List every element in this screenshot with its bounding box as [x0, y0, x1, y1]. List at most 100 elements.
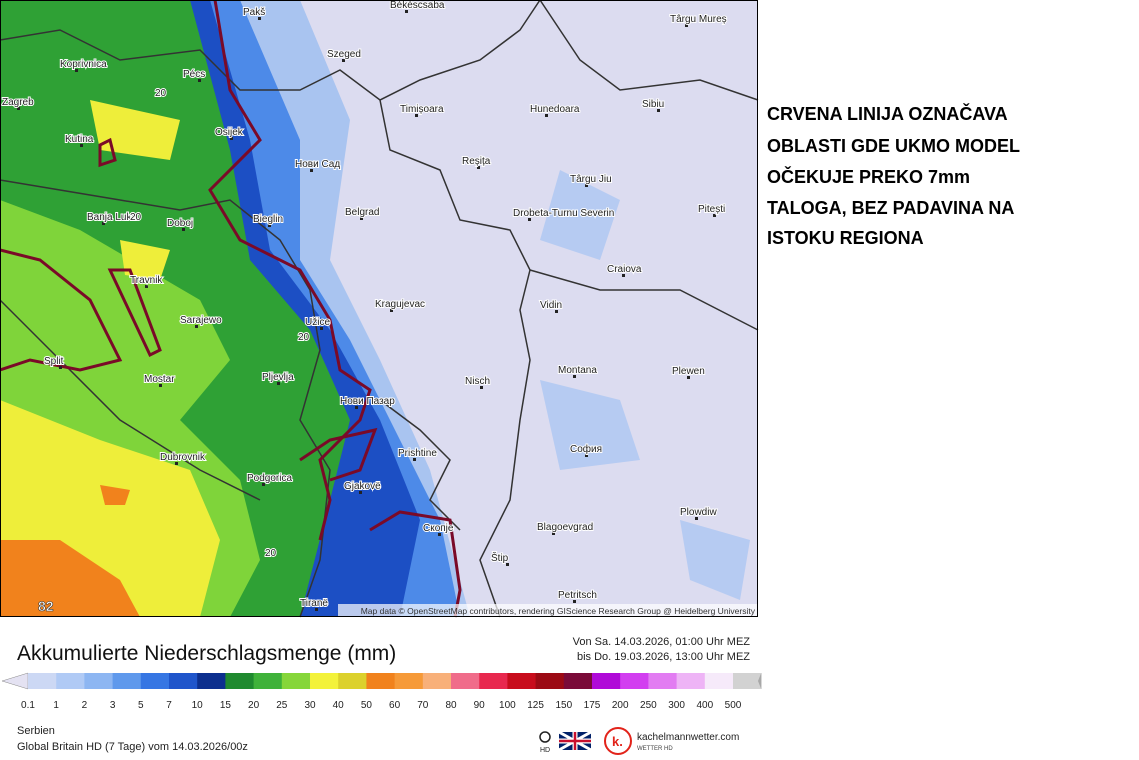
legend-swatch: [169, 673, 198, 689]
logo[interactable]: [604, 727, 632, 755]
city-label: Podgorica: [247, 473, 292, 484]
city-dot: [198, 79, 201, 82]
city-dot: [506, 563, 509, 566]
legend-label: 2: [82, 700, 88, 711]
legend-swatch: [28, 673, 57, 689]
city-dot: [585, 454, 588, 457]
city-label: Montana: [558, 365, 597, 376]
city-label: Travnik: [130, 275, 163, 286]
city-label: Sarajewo: [180, 315, 222, 326]
city-label: Banja Luka: [87, 212, 137, 223]
city-dot: [545, 114, 548, 117]
legend-swatch: [563, 673, 593, 689]
city-label: Doboj: [167, 218, 193, 229]
city-label: Pécs: [183, 69, 205, 80]
city-label: Mostar: [144, 374, 175, 385]
legend: 0.1 1 2 3 5 7 10 15 20 25 30 40 50 60 70 80 90 100 125 150 1…: [1, 672, 762, 711]
city-dot: [415, 114, 418, 117]
legend-label: 5: [138, 700, 144, 711]
model: Global Britain HD (7 Tage) vom 14.03.202…: [17, 741, 248, 753]
legend-swatch: [451, 673, 480, 689]
legend-swatch: [112, 673, 142, 689]
city-dot: [310, 169, 313, 172]
city-label: Tiranë: [300, 598, 328, 609]
contour-label: 20: [155, 88, 167, 99]
city-label: Craiova: [607, 264, 642, 275]
legend-label: 15: [220, 700, 232, 711]
city-dot: [262, 483, 265, 486]
city-label: Zagreb: [2, 97, 34, 108]
city-label: Split: [44, 356, 64, 367]
city-label: Pakš: [243, 7, 265, 18]
city-dot: [175, 462, 178, 465]
city-label: Pitești: [698, 204, 725, 215]
precip-orange: [0, 485, 140, 617]
legend-swatch: [56, 673, 85, 689]
city-dot: [552, 532, 555, 535]
legend-label: 250: [640, 700, 657, 711]
uk-flag[interactable]: [558, 730, 592, 752]
search-icon[interactable]: [539, 731, 551, 743]
city-dot: [713, 214, 716, 217]
city-label: Plowdiw: [680, 507, 717, 518]
legend-swatch: [140, 673, 170, 689]
legend-label: 70: [417, 700, 429, 711]
annotation-line: ISTOKU REGIONA: [767, 228, 924, 248]
legend-label: 175: [584, 700, 601, 711]
legend-label: 30: [304, 700, 316, 711]
city-label: Štip: [491, 551, 509, 564]
city-dot: [145, 285, 148, 288]
city-dot: [438, 533, 441, 536]
city-dot: [258, 17, 261, 20]
city-label: Drobeta-Turnu Severin: [513, 208, 614, 219]
city-dot: [360, 217, 363, 220]
city-dot: [75, 69, 78, 72]
legend-swatch: [84, 673, 114, 689]
city-dot: [413, 458, 416, 461]
city-label: Gjakovë: [344, 481, 381, 492]
city-dot: [268, 224, 271, 227]
city-dot: [685, 24, 688, 27]
logo-text: k.: [612, 734, 623, 749]
city-label: Скопје: [423, 523, 454, 534]
legend-label: 60: [389, 700, 401, 711]
city-dot: [695, 517, 698, 520]
legend-label: 90: [474, 700, 486, 711]
annotation-line: OČEKUJE PREKO 7mm: [767, 166, 970, 187]
city-label: Petritsch: [558, 590, 597, 601]
legend-swatch: [620, 673, 649, 689]
brand-sub: WETTER HD: [637, 746, 673, 752]
period-to: bis Do. 19.03.2026, 13:00 Uhr MEZ: [577, 651, 750, 663]
map: Pakš Békéscsaba Târgu Mureș Koprivnica Pécs S…: [0, 0, 759, 618]
city-label: Kutina: [65, 134, 94, 145]
legend-label: 500: [725, 700, 742, 711]
city-dot: [277, 382, 280, 385]
legend-label: 400: [696, 700, 713, 711]
city-label: Békéscsaba: [390, 0, 445, 11]
city-dot: [480, 386, 483, 389]
city-dot: [195, 325, 198, 328]
city-dot: [622, 274, 625, 277]
city-label: Kragujevac: [375, 299, 425, 310]
legend-swatch: [394, 673, 424, 689]
legend-swatch: [225, 673, 255, 689]
city-dot: [390, 309, 393, 312]
city-dot: [405, 10, 408, 13]
city-label: Sibiu: [642, 99, 664, 110]
legend-label: 10: [192, 700, 204, 711]
legend-label: 7: [166, 700, 172, 711]
city-dot: [59, 366, 62, 369]
city-dot: [528, 218, 531, 221]
legend-label: 80: [445, 700, 457, 711]
legend-swatch: [733, 673, 762, 689]
brand: kachelmannwetter.com: [637, 732, 739, 743]
legend-label: 1: [53, 700, 59, 711]
annotation-line: CRVENA LINIJA OZNAČAVA: [767, 103, 1008, 124]
city-dot: [573, 375, 576, 378]
city-label: Timișoara: [400, 104, 444, 115]
city-dot: [315, 608, 318, 611]
map-frame: [0, 0, 758, 617]
legend-label: 200: [612, 700, 629, 711]
city-labels: Pakš Békéscsaba Târgu Mureș Koprivnica Pécs S…: [1, 0, 728, 611]
legend-swatch: [281, 673, 311, 689]
